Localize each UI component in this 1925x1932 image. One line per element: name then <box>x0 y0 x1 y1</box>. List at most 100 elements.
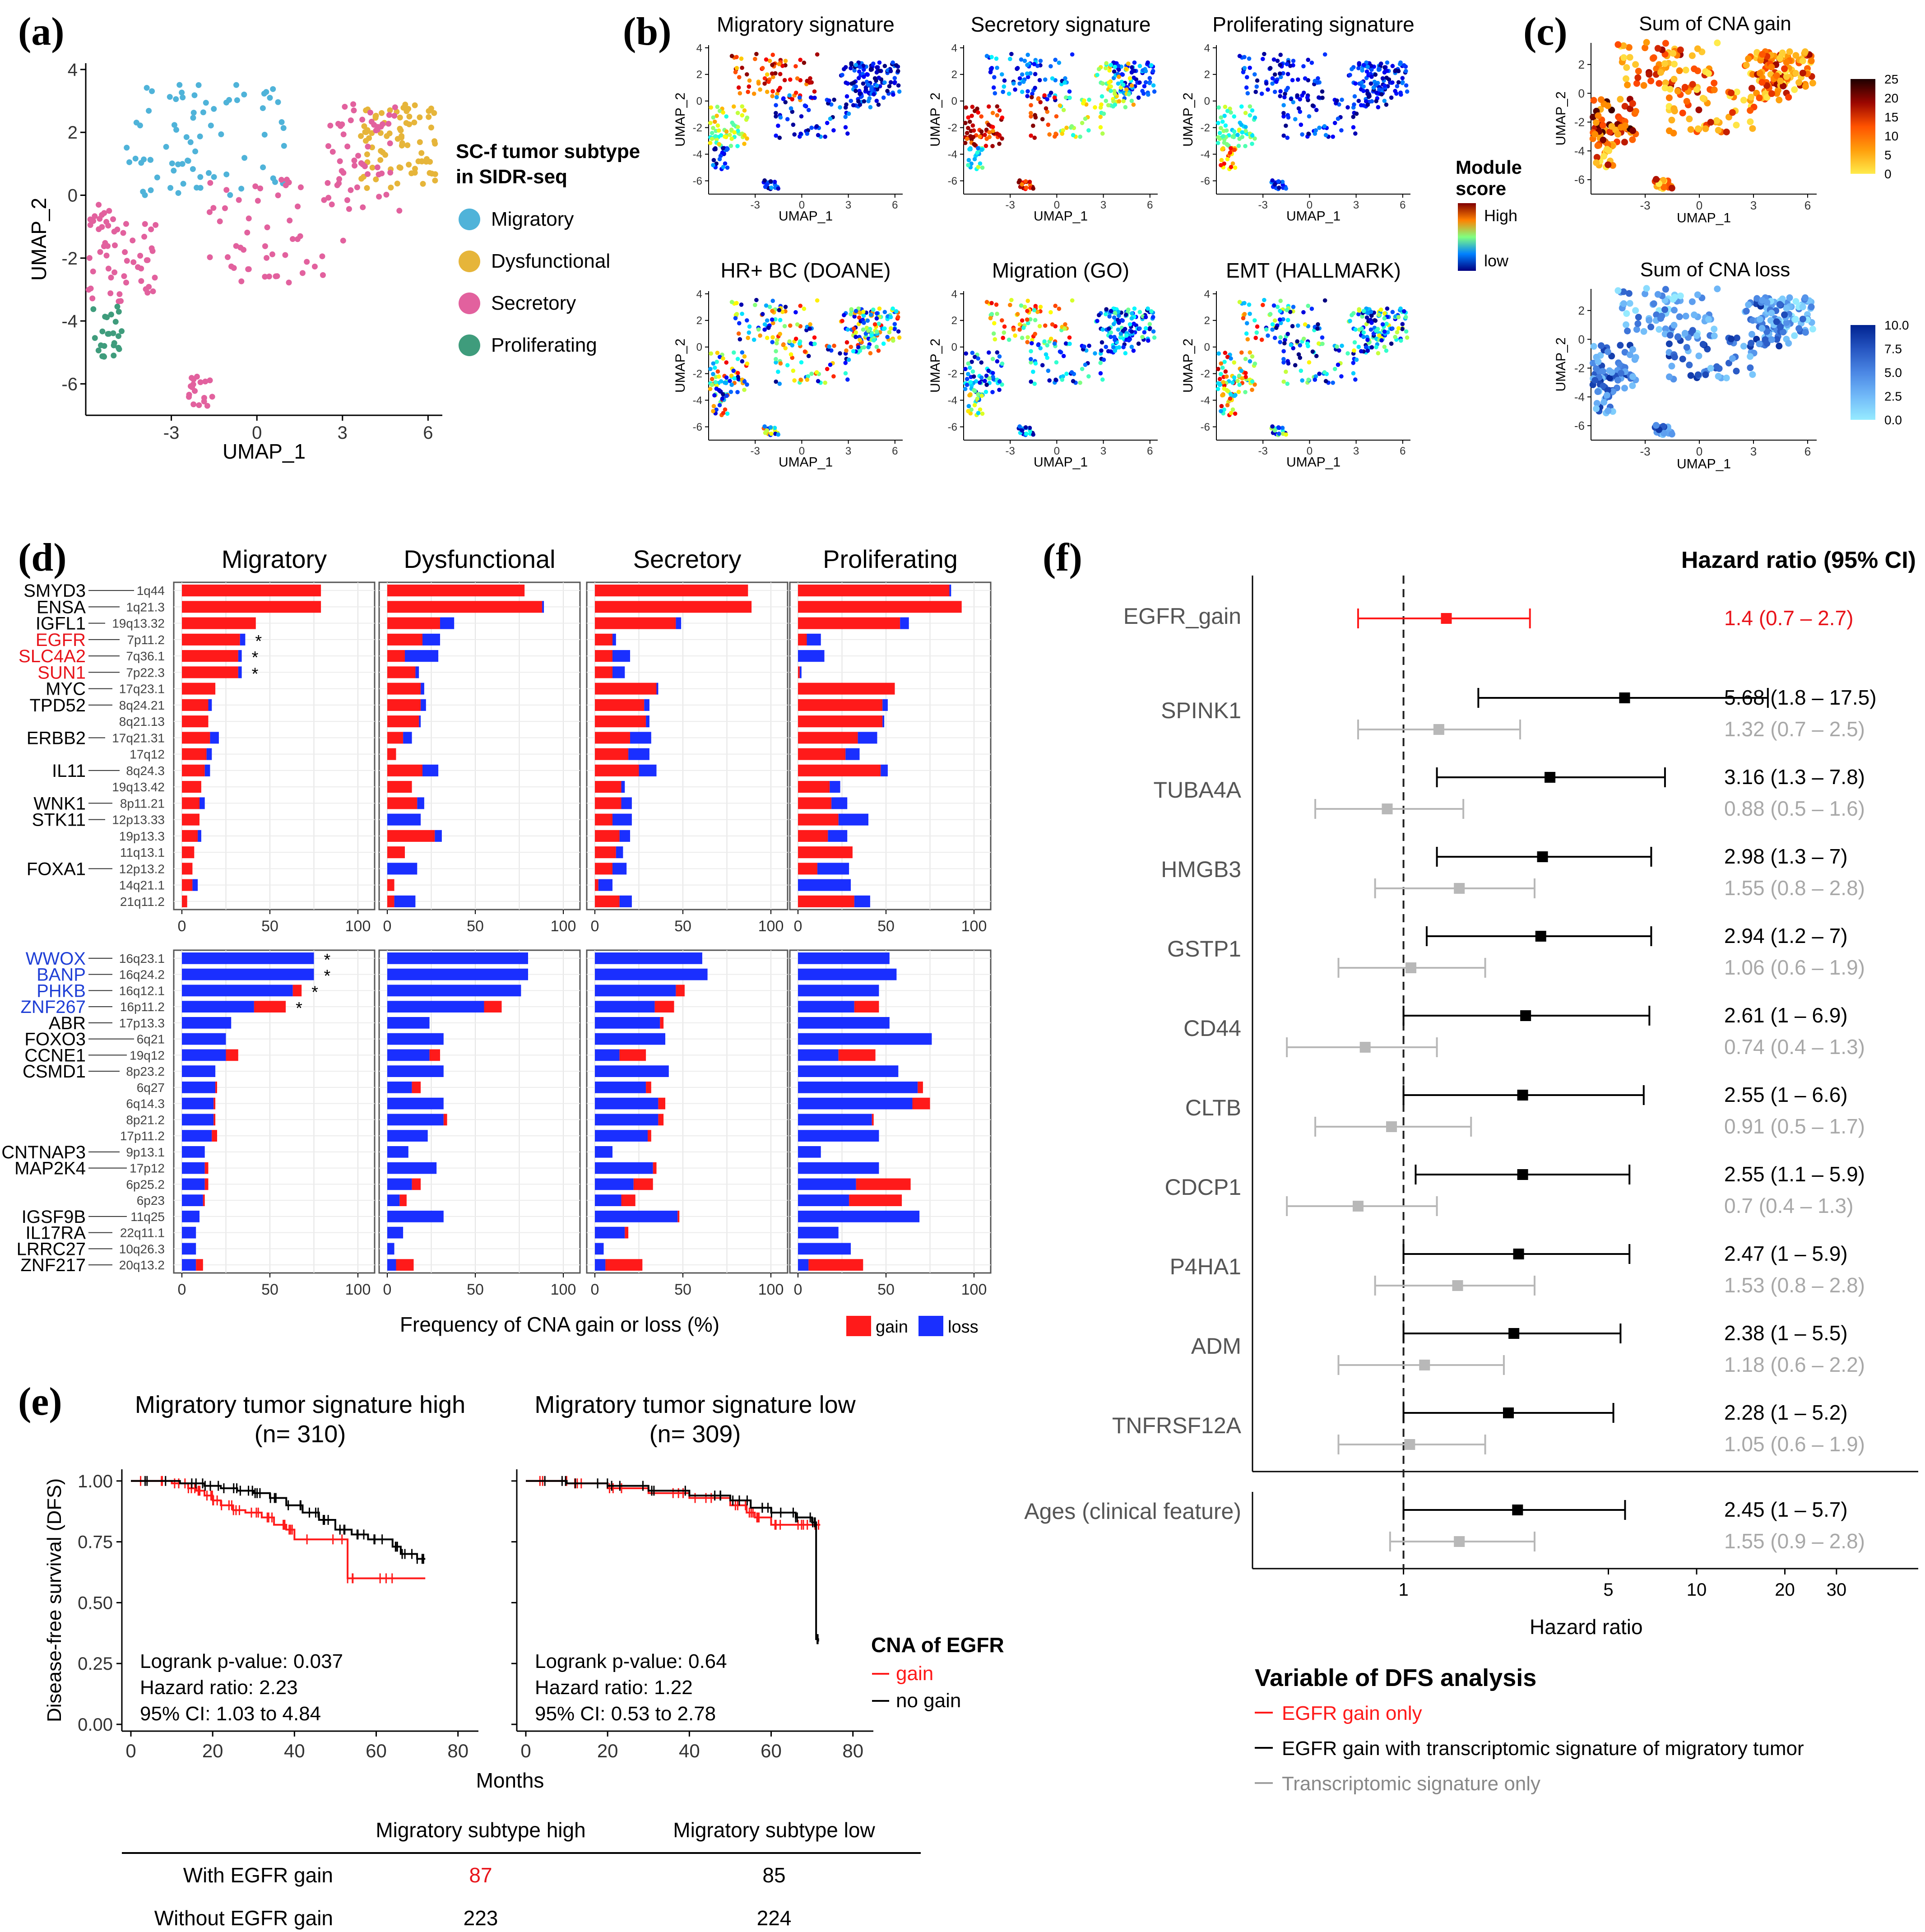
forest-value-text: 2.47 (1 – 5.9) <box>1724 1242 1848 1265</box>
data-point <box>1351 361 1356 365</box>
data-point-secretory <box>264 255 270 261</box>
km-curve-no-gain <box>526 1480 819 1642</box>
data-point <box>963 367 968 372</box>
data-point-migratory <box>173 127 180 133</box>
data-point <box>1374 99 1378 103</box>
data-point <box>778 361 783 366</box>
data-point-migratory <box>197 174 204 180</box>
data-point <box>1253 335 1258 340</box>
x-tick-label: -3 <box>1640 445 1650 458</box>
bar-loss <box>387 1211 444 1222</box>
y-tick-label: 0 <box>68 186 78 206</box>
data-point <box>774 133 778 138</box>
data-point-secretory <box>130 259 137 265</box>
data-point-secretory <box>325 143 331 149</box>
data-point <box>1048 90 1053 95</box>
data-point <box>777 381 782 386</box>
data-point <box>1229 356 1233 361</box>
data-point-dysfunctional <box>417 139 423 145</box>
data-point <box>1250 379 1255 384</box>
data-point <box>1632 307 1639 314</box>
data-point <box>1019 303 1024 308</box>
x-tick-label: 0 <box>1054 199 1060 211</box>
data-point <box>1748 93 1755 101</box>
bar-gain <box>182 617 256 629</box>
data-point <box>1671 353 1678 361</box>
data-point <box>742 387 747 392</box>
colorbar-tick-label: 7.5 <box>1884 342 1902 356</box>
data-point <box>1272 89 1277 94</box>
data-point <box>857 315 862 320</box>
data-point <box>1239 104 1244 109</box>
forest-row-label: TNFRSF12A <box>1112 1413 1242 1438</box>
data-point <box>1801 48 1809 56</box>
km-title: Migratory tumor signature low <box>534 1391 856 1418</box>
x-tick-label: 0 <box>125 1740 136 1761</box>
data-point <box>1225 142 1229 147</box>
data-point <box>1364 345 1368 350</box>
data-point <box>1626 54 1633 61</box>
data-point-secretory <box>325 180 331 186</box>
facet-frame <box>173 581 376 910</box>
data-point <box>1373 82 1378 87</box>
data-point <box>1398 60 1403 65</box>
bar-gain <box>798 748 846 760</box>
data-point <box>1403 69 1408 74</box>
data-point <box>851 349 856 353</box>
bar-gain <box>798 863 817 875</box>
data-point <box>1632 61 1639 68</box>
x-tick-label: 50 <box>877 1281 895 1298</box>
forest-value-text-signature: 1.53 (0.8 – 2.8) <box>1724 1273 1865 1297</box>
bar-loss <box>440 617 455 629</box>
x-tick-label: 0 <box>178 918 186 935</box>
data-point-secretory <box>284 176 290 183</box>
data-point <box>1264 81 1269 86</box>
data-point <box>1682 312 1689 320</box>
bar-gain <box>798 601 962 613</box>
y-tick-label: 4 <box>951 288 957 300</box>
data-point <box>1099 94 1104 99</box>
data-point <box>1017 424 1022 429</box>
data-point <box>1621 348 1628 356</box>
x-tick-label: 6 <box>423 423 433 443</box>
data-point <box>769 432 774 436</box>
data-point-proliferating <box>116 309 122 315</box>
data-point <box>869 87 874 92</box>
data-point <box>776 123 780 128</box>
data-point <box>1280 426 1285 430</box>
subplot-title: HR+ BC (DOANE) <box>721 259 891 282</box>
data-point-secretory <box>391 112 398 119</box>
data-point <box>963 386 968 391</box>
data-point <box>1688 298 1696 305</box>
bar-gain <box>798 633 807 646</box>
data-point <box>1285 318 1290 322</box>
data-point <box>853 63 858 67</box>
combined-estimate <box>1513 1249 1524 1259</box>
data-point <box>1029 349 1033 353</box>
data-point <box>1604 102 1611 109</box>
data-point-secretory <box>337 123 343 129</box>
data-point <box>1030 95 1034 100</box>
data-point-secretory <box>287 217 293 223</box>
data-point <box>1146 306 1150 311</box>
data-point <box>798 131 803 136</box>
data-point <box>1595 112 1602 119</box>
forest-value-text-signature: 1.32 (0.7 – 2.5) <box>1724 717 1865 741</box>
data-point <box>711 125 715 130</box>
data-point <box>1278 63 1282 67</box>
data-point <box>1364 69 1369 74</box>
data-point-secretory <box>88 285 94 292</box>
data-point <box>1030 341 1034 346</box>
km-legend-label: gain <box>896 1663 933 1685</box>
x-axis-label: UMAP_1 <box>1034 455 1088 469</box>
data-point <box>808 76 812 81</box>
data-point-secretory <box>252 183 259 190</box>
gene-label: SLC4A2 <box>19 646 86 666</box>
data-point <box>775 341 779 346</box>
data-point <box>966 372 970 376</box>
data-point <box>989 312 994 316</box>
data-point <box>1373 72 1378 77</box>
data-point <box>990 357 995 362</box>
data-point <box>765 89 770 94</box>
km-stat: Hazard ratio: 2.23 <box>140 1677 298 1699</box>
